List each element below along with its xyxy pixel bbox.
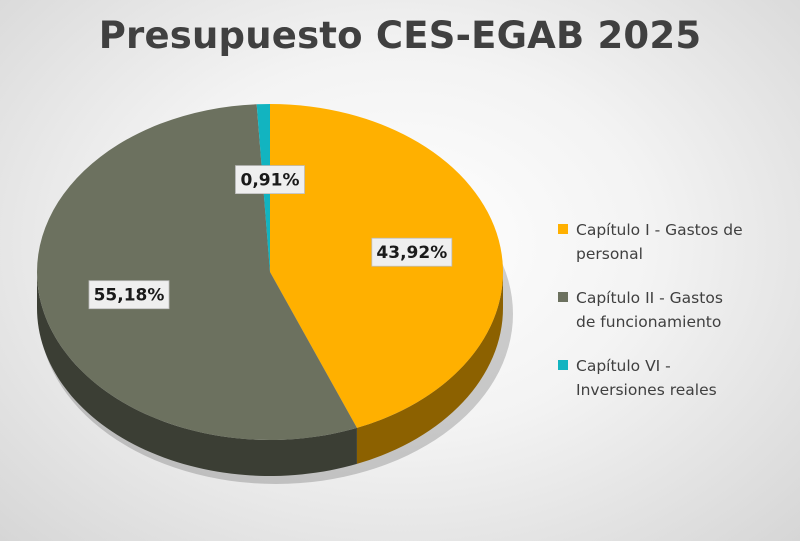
data-label-capitulo-ii: 55,18%	[88, 280, 170, 310]
legend: Capítulo I - Gastos de personal Capítulo…	[556, 218, 776, 422]
chart-title: Presupuesto CES-EGAB 2025	[98, 14, 702, 57]
legend-label-line2: personal	[576, 245, 643, 263]
data-label-box	[371, 237, 453, 267]
legend-label-line2: Inversiones reales	[576, 381, 717, 399]
data-label-text: 0,91%	[241, 171, 300, 191]
legend-swatch-capitulo-vi	[558, 360, 568, 370]
legend-label-line1: Capítulo VI -	[576, 357, 671, 375]
pie-side-capitulo-i	[356, 272, 503, 464]
legend-item-capitulo-vi: Capítulo VI - Inversiones reales	[556, 354, 776, 402]
legend-swatch-capitulo-i	[558, 224, 568, 234]
data-label-box	[235, 165, 305, 195]
legend-item-capitulo-i: Capítulo I - Gastos de personal	[556, 218, 776, 266]
pie-labels: 43,92% 55,18% 0,91%	[88, 165, 453, 310]
data-label-text: 55,18%	[94, 286, 165, 306]
pie-side-capitulo-ii	[37, 272, 357, 476]
data-label-box	[88, 280, 170, 310]
data-label-text: 43,92%	[376, 243, 447, 263]
legend-swatch-capitulo-ii	[558, 292, 568, 302]
pie-slice-capitulo-ii	[36, 104, 357, 441]
data-label-capitulo-i: 43,92%	[371, 237, 453, 267]
legend-label-line1: Capítulo I - Gastos de	[576, 221, 743, 239]
legend-item-capitulo-ii: Capítulo II - Gastos de funcionamiento	[556, 286, 776, 334]
legend-label-line2: de funcionamiento	[576, 313, 722, 331]
pie-top	[36, 104, 503, 441]
legend-label-line1: Capítulo II - Gastos	[576, 289, 723, 307]
data-label-capitulo-vi: 0,91%	[235, 165, 305, 195]
